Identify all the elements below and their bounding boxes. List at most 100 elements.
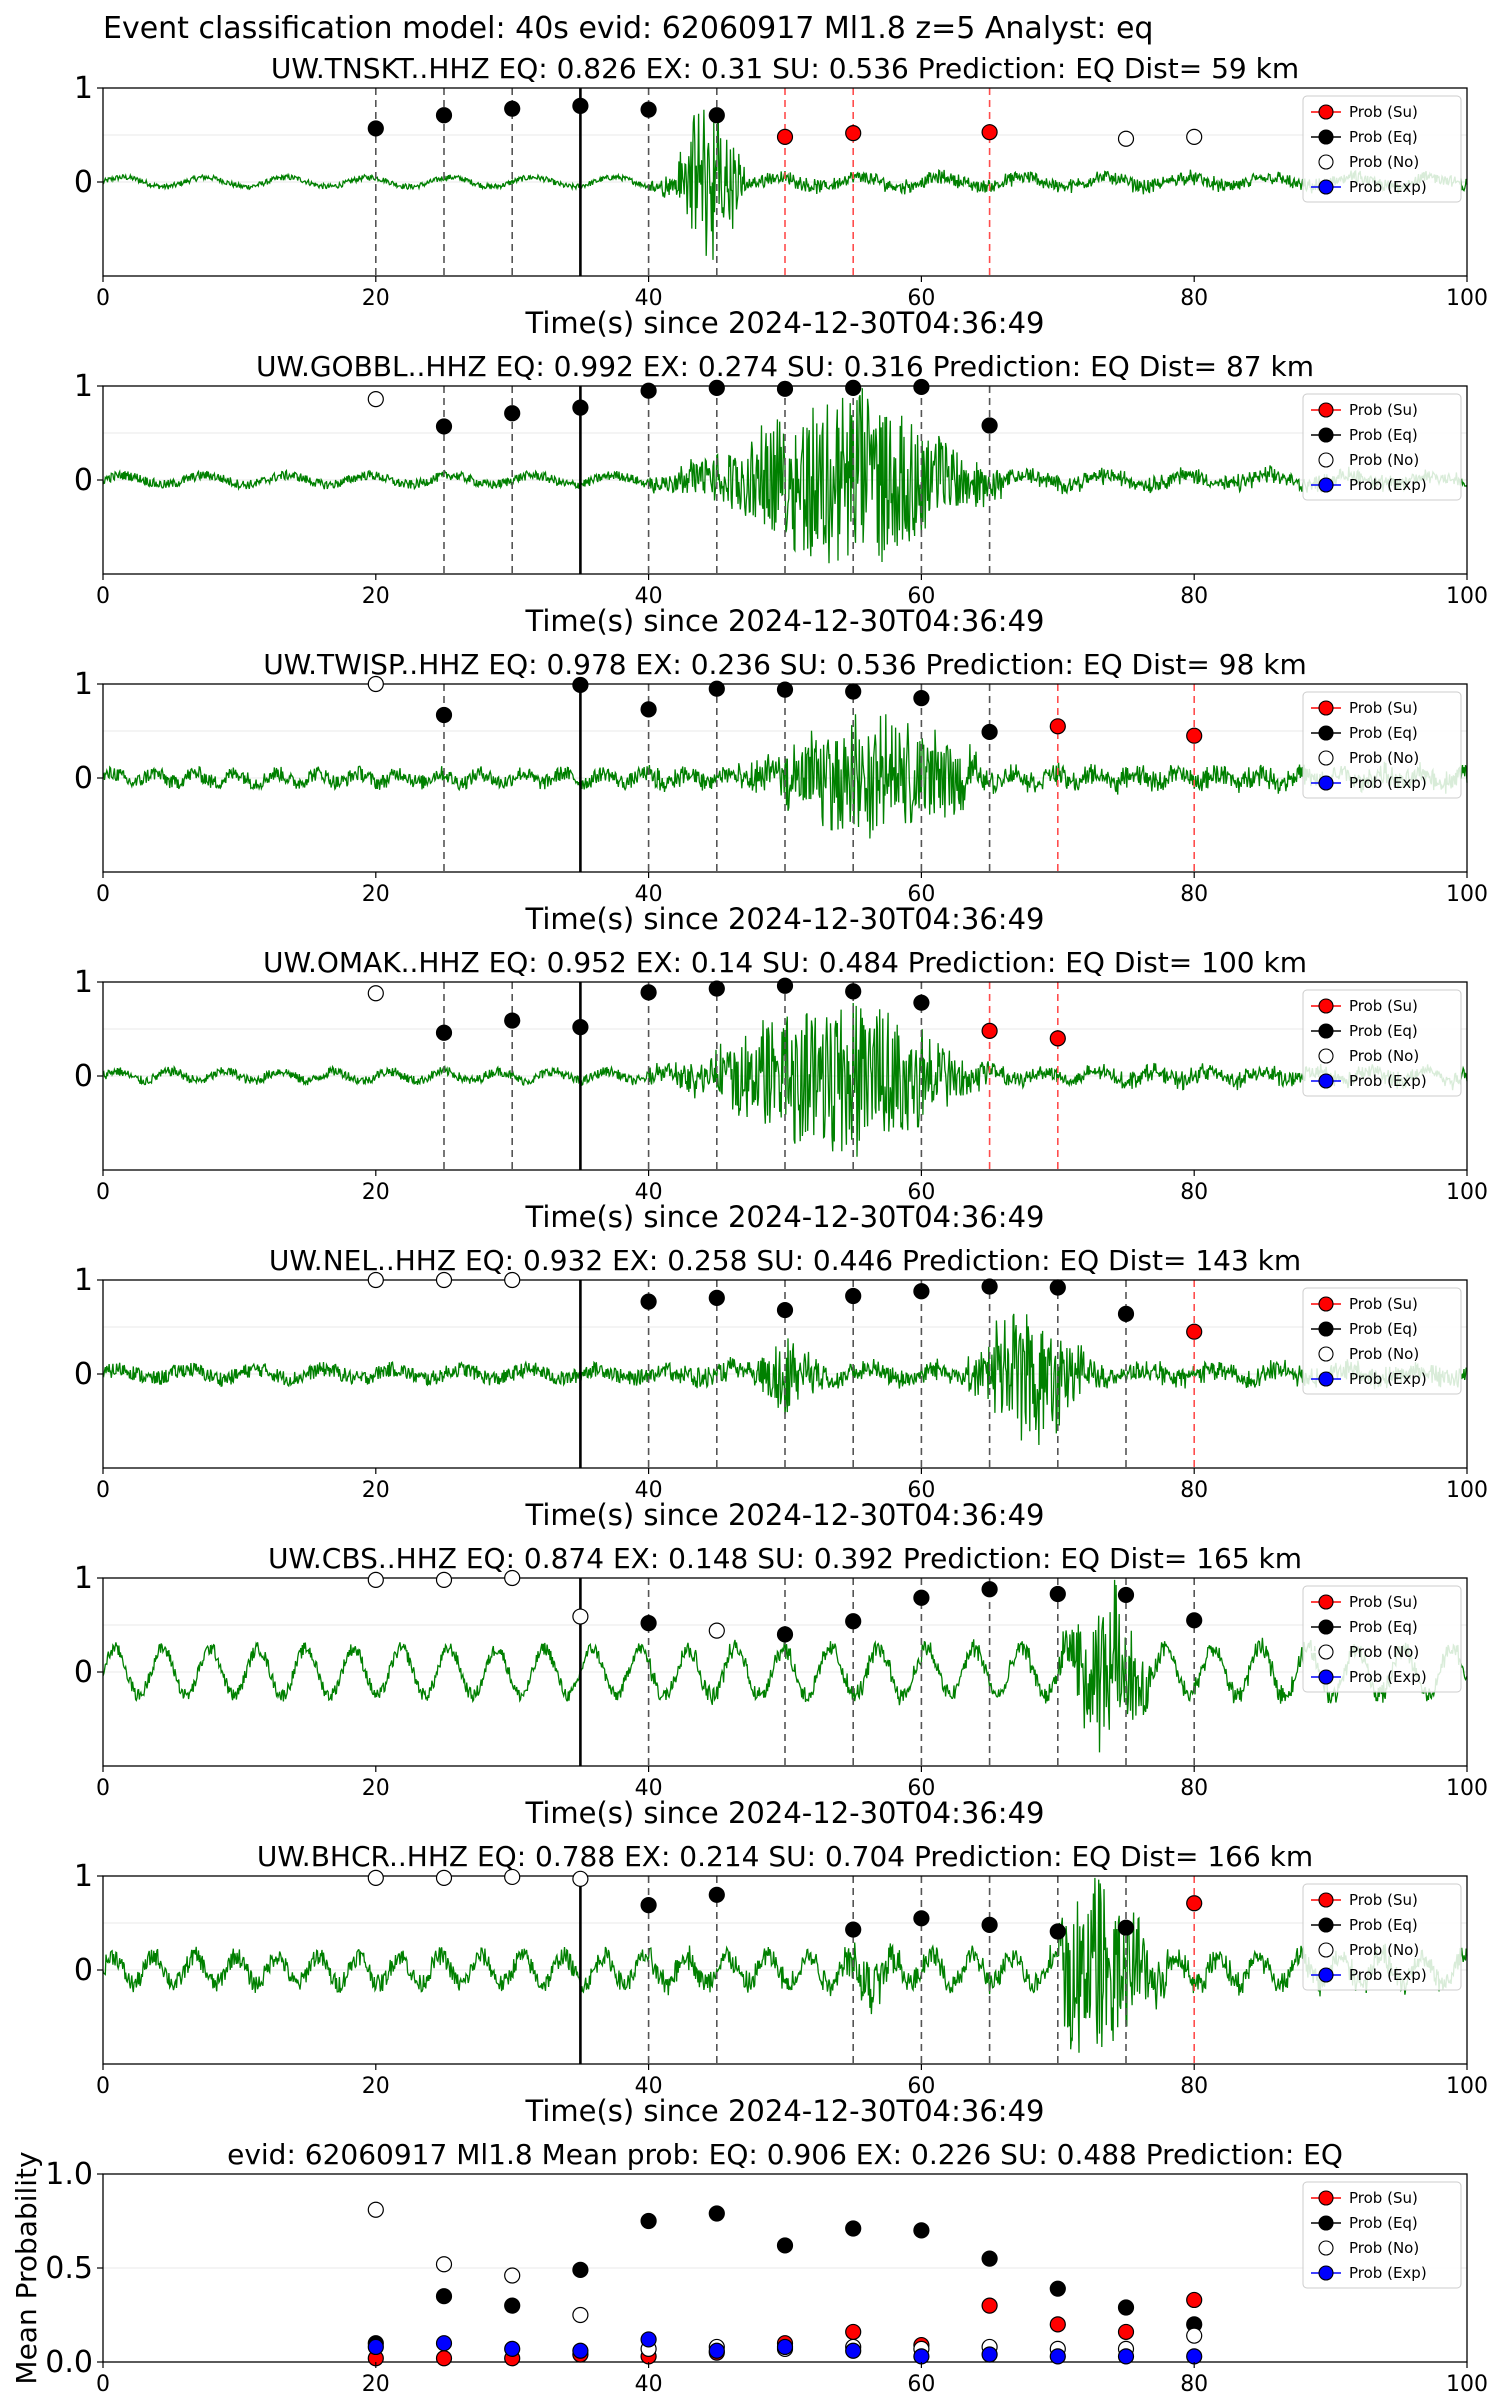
legend-marker: [1318, 775, 1334, 791]
legend-label: Prob (Eq): [1349, 128, 1418, 146]
prob-point-probexp: [435, 2335, 453, 2352]
prob-point-probexp: [640, 2331, 657, 2348]
x-axis-label: Time(s) since 2024-12-30T04:36:49: [525, 902, 1045, 936]
waveform-trace: [102, 714, 1468, 839]
x-axis-label: Time(s) since 2024-12-30T04:36:49: [525, 1200, 1045, 1234]
panel-title: UW.CBS..HHZ EQ: 0.874 EX: 0.148 SU: 0.39…: [268, 1542, 1302, 1575]
panel-5: UW.CBS..HHZ EQ: 0.874 EX: 0.148 SU: 0.39…: [74, 1542, 1488, 1830]
legend-label: Prob (Su): [1349, 401, 1418, 419]
prob-point-probeq: [435, 2288, 453, 2305]
prob-point-probeq: [981, 1916, 998, 1933]
prob-point-probsu: [981, 1022, 998, 1039]
legend-label: Prob (Eq): [1349, 1618, 1418, 1636]
prob-point-probsu: [981, 2297, 998, 2314]
prob-point-probexp: [1049, 2348, 1066, 2365]
prob-point-probeq: [776, 977, 794, 994]
legend-label: Prob (Eq): [1349, 1022, 1418, 1040]
x-tick-label: 80: [1180, 2074, 1208, 2099]
x-tick-label: 40: [635, 1180, 663, 1205]
prob-point-probeq: [913, 994, 930, 1011]
prob-point-probeq: [981, 1278, 998, 1295]
x-tick-label: 60: [907, 584, 935, 609]
y-tick-label: 0: [74, 1059, 93, 1094]
legend-frame: [1302, 393, 1462, 501]
y-axis-label: Mean Probability: [10, 2151, 43, 2384]
prob-point-probeq: [981, 417, 998, 434]
prob-point-probeq: [913, 2222, 930, 2239]
legend-marker: [1318, 179, 1334, 195]
prob-point-probno: [367, 1571, 384, 1588]
legend-label: Prob (Exp): [1349, 178, 1427, 196]
panel-1: UW.GOBBL..HHZ EQ: 0.992 EX: 0.274 SU: 0.…: [74, 350, 1488, 638]
prob-point-probeq: [845, 683, 862, 700]
legend-marker: [1318, 2190, 1334, 2206]
legend-label: Prob (Su): [1349, 1593, 1418, 1611]
x-tick-label: 60: [907, 1180, 935, 1205]
prob-point-probexp: [572, 2342, 589, 2359]
prob-point-probeq: [845, 379, 862, 396]
legend-frame: [1302, 691, 1462, 799]
prob-point-probeq: [572, 97, 589, 114]
x-axis-label: Time(s) since 2024-12-30T04:36:49: [525, 2094, 1045, 2128]
x-tick-label: 60: [907, 882, 935, 907]
prob-point-probeq: [913, 378, 930, 396]
prob-point-probno: [435, 2256, 453, 2273]
panel-title: UW.GOBBL..HHZ EQ: 0.992 EX: 0.274 SU: 0.…: [256, 350, 1314, 383]
prob-point-probeq: [640, 1293, 657, 1310]
legend-label: Prob (No): [1349, 451, 1419, 469]
x-tick-label: 40: [635, 1478, 663, 1503]
prob-point-probeq: [1117, 1586, 1135, 1604]
panel-0: UW.TNSKT..HHZ EQ: 0.826 EX: 0.31 SU: 0.5…: [74, 52, 1488, 340]
panels: UW.TNSKT..HHZ EQ: 0.826 EX: 0.31 SU: 0.5…: [10, 52, 1488, 2397]
prob-point-probeq: [640, 2212, 657, 2230]
legend-marker: [1318, 1669, 1334, 1685]
y-tick-label: 0: [74, 463, 93, 498]
prob-point-probeq: [845, 2220, 862, 2237]
legend-marker: [1318, 2240, 1334, 2256]
legend-label: Prob (Su): [1349, 1891, 1418, 1909]
prob-point-probno: [435, 1271, 453, 1289]
panel-2: UW.TWISP..HHZ EQ: 0.978 EX: 0.236 SU: 0.…: [74, 648, 1488, 936]
prob-point-probeq: [845, 1921, 862, 1938]
x-tick-label: 60: [907, 2074, 935, 2099]
legend-marker: [1318, 1917, 1334, 1933]
legend-label: Prob (Su): [1349, 103, 1418, 121]
legend-label: Prob (No): [1349, 2239, 1419, 2257]
x-tick-label: 80: [1180, 286, 1208, 311]
legend-marker: [1318, 1967, 1334, 1983]
x-tick-label: 0: [96, 584, 110, 609]
prob-point-probeq: [504, 2297, 521, 2314]
y-tick-label: 1.0: [45, 2157, 93, 2192]
legend-label: Prob (Eq): [1349, 1916, 1418, 1934]
legend-marker: [1318, 477, 1334, 493]
legend-label: Prob (Exp): [1349, 1072, 1427, 1090]
prob-point-probeq: [435, 418, 453, 435]
x-tick-label: 60: [907, 286, 935, 311]
x-tick-label: 60: [907, 1776, 935, 1801]
legend-label: Prob (No): [1349, 1643, 1419, 1661]
x-tick-label: 20: [362, 584, 390, 609]
panel-title: UW.TWISP..HHZ EQ: 0.978 EX: 0.236 SU: 0.…: [263, 648, 1307, 681]
prob-point-probeq: [640, 701, 657, 718]
panel-4: UW.NEL..HHZ EQ: 0.932 EX: 0.258 SU: 0.44…: [74, 1244, 1488, 1532]
y-tick-label: 0.5: [45, 2251, 93, 2286]
x-tick-label: 80: [1180, 1180, 1208, 1205]
prob-point-probeq: [1049, 2280, 1066, 2297]
y-tick-label: 1: [74, 71, 93, 106]
x-axis-label: Time(s) since 2024-12-30T04:36:49: [525, 604, 1045, 638]
prob-point-probeq: [435, 706, 453, 724]
prob-point-probeq: [776, 1626, 794, 1643]
legend-marker: [1318, 1594, 1334, 1610]
prob-point-probsu: [1049, 718, 1066, 735]
prob-point-probeq: [640, 101, 657, 118]
prob-point-probno: [504, 1271, 521, 1289]
prob-point-probeq: [913, 1589, 930, 1606]
x-tick-label: 20: [362, 882, 390, 907]
legend-frame: [1302, 95, 1462, 203]
x-tick-label: 100: [1446, 1180, 1488, 1205]
legend-label: Prob (No): [1349, 1345, 1419, 1363]
legend-label: Prob (No): [1349, 749, 1419, 767]
legend-marker: [1318, 1048, 1334, 1064]
x-tick-label: 0: [96, 882, 110, 907]
prob-point-probexp: [845, 2342, 862, 2359]
